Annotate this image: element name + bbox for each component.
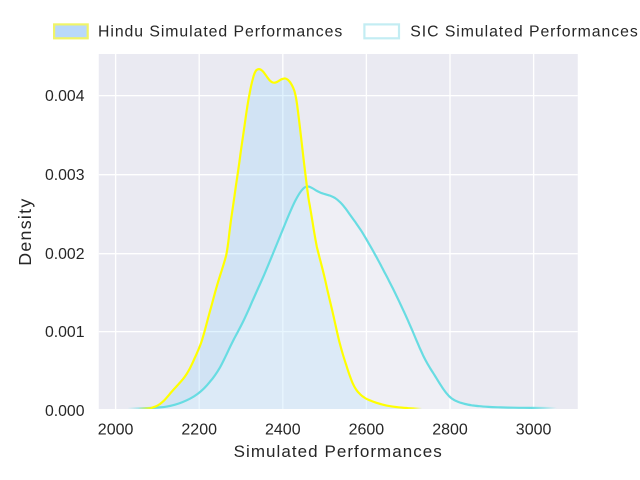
svg-text:0.004: 0.004 [45,88,85,105]
svg-text:Density: Density [15,197,35,265]
svg-text:2800: 2800 [432,422,468,439]
svg-text:Hindu Simulated Performances: Hindu Simulated Performances [98,24,343,41]
svg-text:Simulated Performances: Simulated Performances [234,442,443,461]
svg-text:0.003: 0.003 [45,167,85,184]
svg-text:3000: 3000 [516,422,552,439]
svg-text:0.001: 0.001 [45,324,85,341]
svg-text:2000: 2000 [98,422,134,439]
svg-text:0.002: 0.002 [45,246,85,263]
svg-text:2200: 2200 [181,422,217,439]
svg-text:2400: 2400 [265,422,301,439]
svg-text:SIC Simulated Performances: SIC Simulated Performances [410,24,638,41]
svg-text:0.000: 0.000 [45,403,85,420]
svg-text:2600: 2600 [349,422,385,439]
